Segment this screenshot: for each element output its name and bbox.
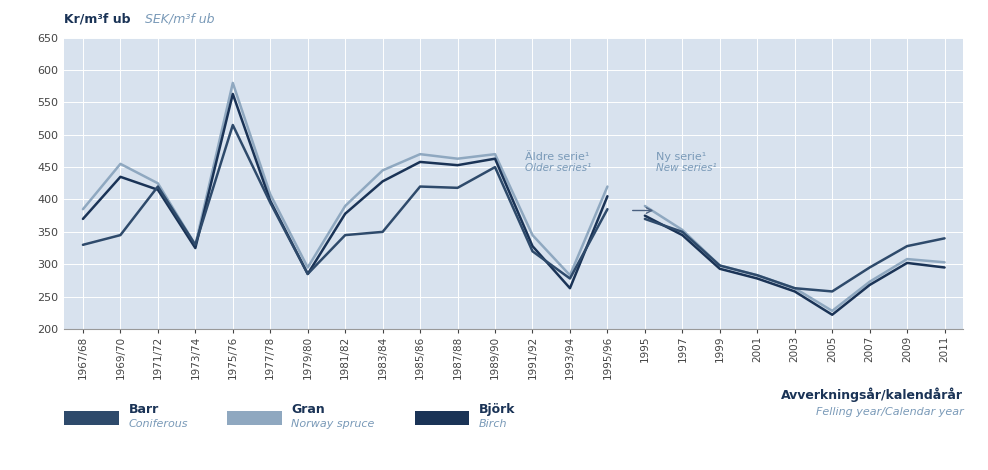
- Text: Björk: Björk: [479, 403, 516, 416]
- Text: New series¹: New series¹: [656, 163, 716, 172]
- Text: Birch: Birch: [479, 419, 508, 429]
- Text: Gran: Gran: [291, 403, 325, 416]
- Text: Avverkningsår/kalendårår: Avverkningsår/kalendårår: [782, 388, 963, 402]
- Text: Ny serie¹: Ny serie¹: [656, 152, 706, 162]
- Text: Kr/m³f ub: Kr/m³f ub: [64, 13, 130, 26]
- Text: Felling year/Calendar year: Felling year/Calendar year: [815, 407, 963, 416]
- Text: Barr: Barr: [128, 403, 159, 416]
- Text: SEK/m³f ub: SEK/m³f ub: [145, 13, 214, 26]
- Text: Norway spruce: Norway spruce: [291, 419, 374, 429]
- Text: Coniferous: Coniferous: [128, 419, 188, 429]
- Text: Older series¹: Older series¹: [525, 163, 591, 172]
- Text: Äldre serie¹: Äldre serie¹: [525, 152, 590, 162]
